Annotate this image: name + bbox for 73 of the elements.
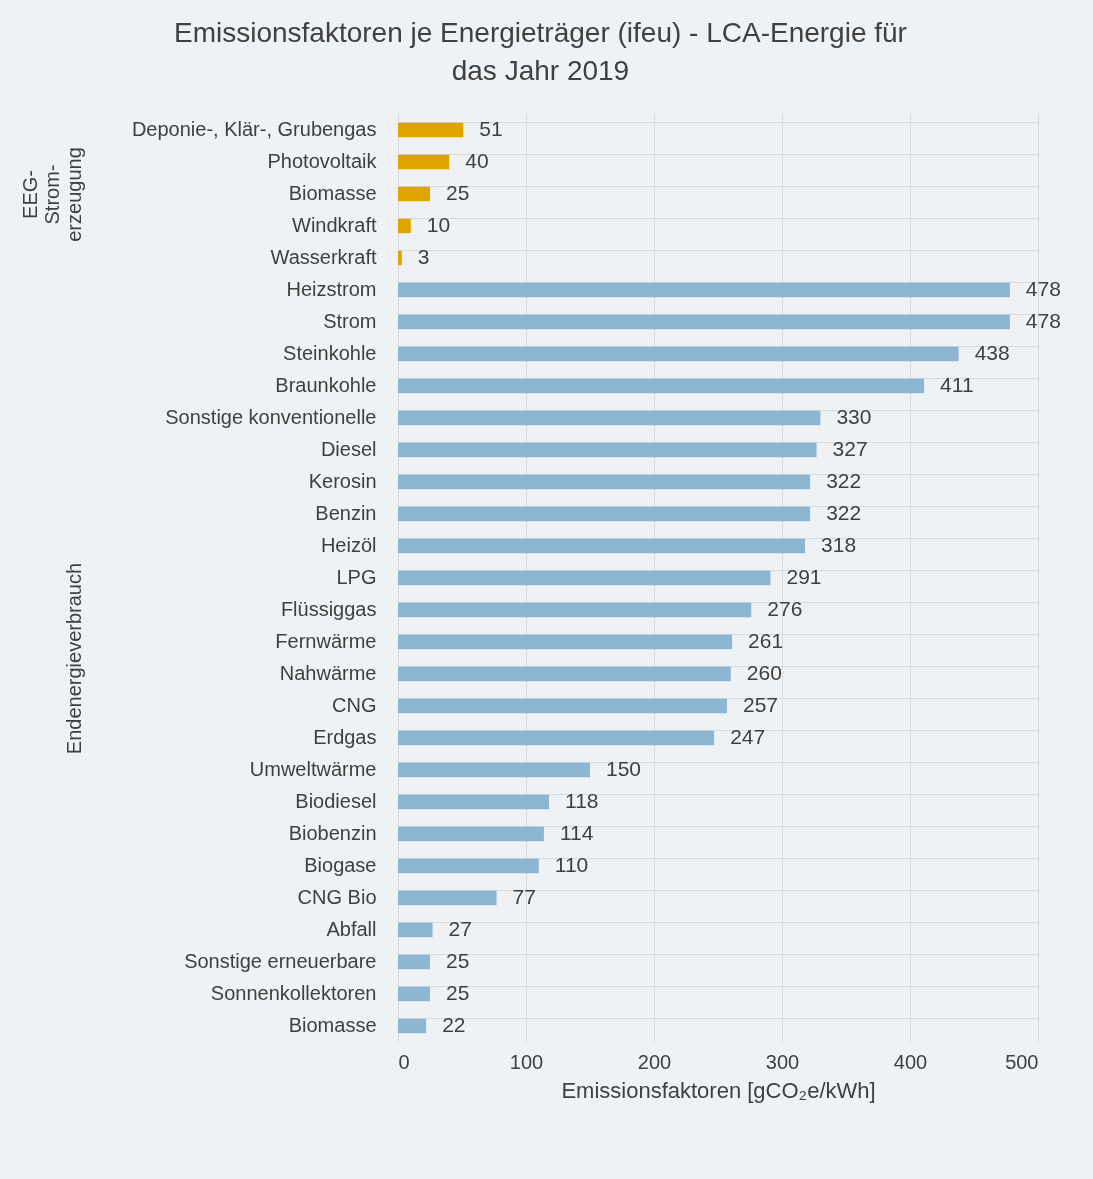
x-tick-label: 400 bbox=[893, 1050, 928, 1073]
chart-title: Emissionsfaktoren je Energieträger (ifeu) - LCA-Energie für das Jahr 2019 bbox=[173, 17, 907, 86]
data-label: 322 bbox=[826, 501, 862, 524]
y-tick-label: Braunkohle bbox=[275, 374, 377, 396]
y-tick-label: Deponie-, Klär-, Grubengas bbox=[131, 118, 377, 140]
y-tick-label: Fernwärme bbox=[275, 630, 377, 652]
data-label: 25 bbox=[446, 949, 470, 972]
data-label: 330 bbox=[836, 405, 872, 428]
y-tick-label: Diesel bbox=[320, 438, 377, 460]
data-label: 150 bbox=[606, 757, 642, 780]
y-tick-label: Biogase bbox=[304, 854, 377, 876]
data-label: 10 bbox=[426, 213, 451, 236]
y-tick-label: Heizöl bbox=[320, 534, 377, 556]
data-label: 291 bbox=[786, 565, 822, 588]
y-tick-label: Wasserkraft bbox=[270, 246, 377, 268]
y-axis-title: EEG-Strom-erzeugung bbox=[18, 147, 85, 242]
data-label: 276 bbox=[767, 597, 803, 620]
x-tick-label: 200 bbox=[637, 1050, 672, 1073]
y-tick-label: Benzin bbox=[315, 502, 377, 524]
x-tick-label: 300 bbox=[765, 1050, 800, 1073]
bar bbox=[398, 186, 430, 202]
y-tick-label: CNG Bio bbox=[297, 886, 377, 908]
bar bbox=[398, 250, 402, 266]
data-label: 318 bbox=[821, 533, 857, 556]
y-tick-label: Umweltwärme bbox=[249, 758, 377, 780]
y-tick-label: Nahwärme bbox=[279, 662, 377, 684]
y-tick-label: Biomasse bbox=[288, 182, 377, 204]
y-tick-label: Sonstige konventionelle bbox=[165, 406, 377, 428]
data-label: 478 bbox=[1025, 309, 1061, 332]
data-label: 247 bbox=[730, 725, 766, 748]
bar bbox=[398, 122, 464, 138]
x-tick-label: 100 bbox=[509, 1050, 544, 1073]
data-label: 260 bbox=[746, 661, 782, 684]
data-label: 77 bbox=[512, 885, 536, 908]
data-label: 411 bbox=[940, 373, 974, 396]
data-label: 118 bbox=[565, 789, 599, 812]
y-tick-label: Photovoltaik bbox=[267, 150, 378, 172]
x-tick-label: 500 bbox=[1005, 1050, 1039, 1073]
y-tick-label: Sonnenkollektoren bbox=[210, 982, 377, 1004]
data-label: 322 bbox=[826, 469, 862, 492]
y-tick-label: Windkraft bbox=[292, 214, 377, 236]
y-axis-title: Endenergieverbrauch bbox=[62, 562, 85, 755]
data-label: 51 bbox=[479, 117, 503, 140]
x-tick-label: 0 bbox=[398, 1050, 410, 1073]
data-label: 114 bbox=[559, 821, 594, 844]
y-tick-label: Biobenzin bbox=[288, 822, 377, 844]
y-tick-label: Erdgas bbox=[313, 726, 377, 748]
data-label: 261 bbox=[748, 629, 784, 652]
data-label: 40 bbox=[465, 149, 489, 172]
data-label: 257 bbox=[742, 693, 779, 716]
data-label: 478 bbox=[1025, 277, 1061, 300]
y-tick-label: Steinkohle bbox=[283, 342, 377, 364]
y-tick-label: LPG bbox=[336, 566, 377, 588]
data-label: 25 bbox=[446, 181, 470, 204]
data-label: 3 bbox=[417, 245, 430, 268]
bar bbox=[398, 154, 450, 170]
data-label: 110 bbox=[554, 853, 589, 876]
y-tick-label: CNG bbox=[332, 694, 377, 716]
y-tick-label: Heizstrom bbox=[286, 278, 377, 300]
x-axis-title: Emissionsfaktoren [gCO₂e/kWh] bbox=[561, 1077, 876, 1103]
y-tick-label: Flüssiggas bbox=[280, 598, 377, 620]
data-label: 27 bbox=[448, 917, 472, 940]
y-tick-label: Strom bbox=[323, 310, 377, 332]
data-label: 25 bbox=[446, 981, 470, 1004]
bar bbox=[398, 218, 411, 234]
y-tick-label: Kerosin bbox=[308, 470, 377, 492]
y-tick-label: Sonstige erneuerbare bbox=[184, 950, 377, 972]
data-label: 22 bbox=[442, 1013, 466, 1036]
data-label: 327 bbox=[832, 437, 868, 460]
data-label: 438 bbox=[974, 341, 1010, 364]
y-tick-label: Biomasse bbox=[288, 1014, 377, 1036]
y-tick-label: Biodiesel bbox=[295, 790, 377, 812]
y-tick-label: Abfall bbox=[326, 918, 377, 940]
